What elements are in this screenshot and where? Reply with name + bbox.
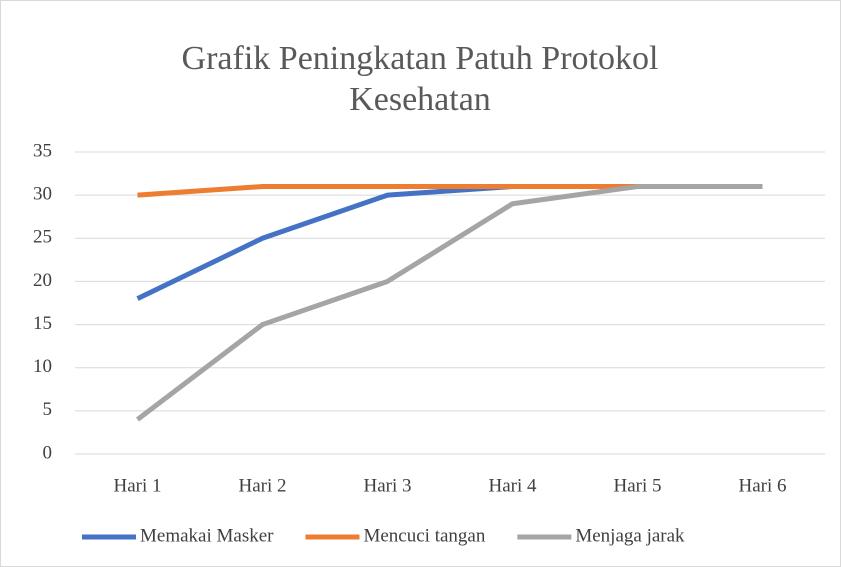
y-tick-label: 0 xyxy=(43,442,53,463)
x-tick-label: Hari 6 xyxy=(738,475,786,496)
y-tick-label: 25 xyxy=(33,227,52,248)
y-tick-label: 20 xyxy=(33,270,52,291)
legend-label: Mencuci tangan xyxy=(363,525,485,546)
x-tick-label: Hari 2 xyxy=(238,475,286,496)
x-tick-label: Hari 5 xyxy=(613,475,661,496)
y-tick-label: 5 xyxy=(43,399,53,420)
y-tick-label: 10 xyxy=(33,356,52,377)
series-line xyxy=(135,184,763,422)
y-tick-label: 30 xyxy=(33,184,52,205)
x-tick-label: Hari 1 xyxy=(113,475,161,496)
chart-title: Grafik Peningkatan Patuh Protokol Keseha… xyxy=(181,40,659,118)
x-tick-label: Hari 4 xyxy=(488,475,537,496)
legend-label: Menjaga jarak xyxy=(575,525,685,546)
y-tick-label: 35 xyxy=(33,140,52,161)
y-tick-label: 15 xyxy=(33,313,52,334)
x-tick-label: Hari 3 xyxy=(363,475,411,496)
legend-label: Memakai Masker xyxy=(140,525,274,546)
